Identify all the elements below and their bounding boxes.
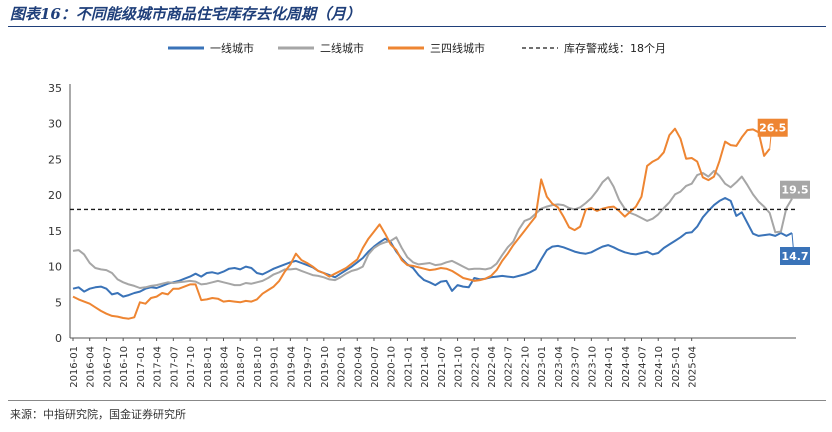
- x-tick-label: 2016-01: [69, 346, 80, 388]
- x-tick-label: 2023-01: [537, 346, 548, 388]
- x-tick-label: 2020-10: [387, 346, 398, 388]
- x-tick-label: 2021-01: [403, 346, 414, 388]
- x-tick-label: 2016-07: [102, 346, 113, 388]
- end-label-box: [780, 180, 810, 199]
- x-tick-label: 2020-01: [337, 346, 348, 388]
- chart-canvas: 0 5 10 15 20 25 30 35 2016-01 2016-04 2016-07 2016-…: [48, 41, 810, 388]
- x-tick-label: 2024-07: [638, 346, 649, 388]
- series-line-2: [72, 169, 793, 289]
- y-tick-label: 30: [48, 118, 62, 131]
- x-tick-label: 2024-10: [654, 346, 665, 388]
- x-tick-label: 2021-07: [437, 346, 448, 388]
- x-tick-label: 2021-10: [454, 346, 465, 388]
- x-tick-label: 2022-07: [504, 346, 515, 388]
- title-divider: [8, 26, 826, 27]
- x-tick-label: 2023-10: [587, 346, 598, 388]
- y-tick-label: 15: [48, 225, 62, 238]
- series-line-3: [72, 127, 771, 320]
- y-tick-label: 25: [48, 153, 62, 166]
- x-tick-label: 2016-04: [86, 346, 97, 388]
- end-label-value: 19.5: [781, 184, 808, 197]
- x-tick-label: 2019-07: [303, 346, 314, 388]
- x-tick-label: 2023-07: [571, 346, 582, 388]
- legend-label: 库存警戒线：18个月: [564, 41, 666, 55]
- x-tick-label: 2020-04: [353, 346, 364, 388]
- end-label-box: [757, 118, 788, 137]
- x-tick-label: 2024-01: [604, 346, 615, 388]
- source-note: 来源：中指研究院，国金证券研究所: [10, 408, 186, 421]
- end-label-value: 14.7: [781, 250, 808, 263]
- x-tick-label: 2022-01: [470, 346, 481, 388]
- x-tick-label: 2019-01: [270, 346, 281, 388]
- source-divider: [8, 400, 826, 401]
- x-tick-label: 2019-10: [320, 346, 331, 388]
- x-tick-label: 2025-04: [688, 346, 699, 388]
- x-tick-label: 2024-04: [621, 346, 632, 388]
- end-label-box: [780, 247, 810, 265]
- x-tick-label: 2018-07: [236, 346, 247, 388]
- x-tick-label: 2022-10: [520, 346, 531, 388]
- series-line-1: [72, 197, 793, 298]
- x-tick-label: 2017-10: [186, 346, 197, 388]
- x-tick-label: 2018-01: [203, 346, 214, 388]
- x-tick-label: 2023-04: [554, 346, 565, 388]
- x-tick-label: 2017-01: [136, 346, 147, 388]
- legend-label: 一线城市: [210, 41, 254, 55]
- y-tick-label: 35: [48, 82, 62, 95]
- end-label-value: 26.5: [759, 122, 786, 135]
- x-tick-label: 2021-04: [420, 346, 431, 388]
- x-tick-label: 2019-04: [286, 346, 297, 388]
- legend-label: 二线城市: [320, 41, 364, 55]
- x-tick-label: 2025-01: [671, 346, 682, 388]
- x-tick-label: 2017-07: [169, 346, 180, 388]
- y-tick-label: 10: [48, 261, 62, 274]
- x-tick-label: 2016-10: [119, 346, 130, 388]
- x-tick-label: 2022-04: [487, 346, 498, 388]
- x-tick-label: 2018-10: [253, 346, 264, 388]
- y-tick-label: 5: [55, 296, 62, 309]
- y-tick-label: 0: [55, 332, 62, 345]
- x-tick-label: 2018-04: [219, 346, 230, 388]
- x-tick-label: 2020-07: [370, 346, 381, 388]
- chart-title: 图表16：不同能级城市商品住宅库存去化周期（月）: [10, 5, 361, 23]
- x-tick-label: 2017-04: [153, 346, 164, 388]
- y-tick-label: 20: [48, 189, 62, 202]
- legend-label: 三四线城市: [430, 41, 485, 55]
